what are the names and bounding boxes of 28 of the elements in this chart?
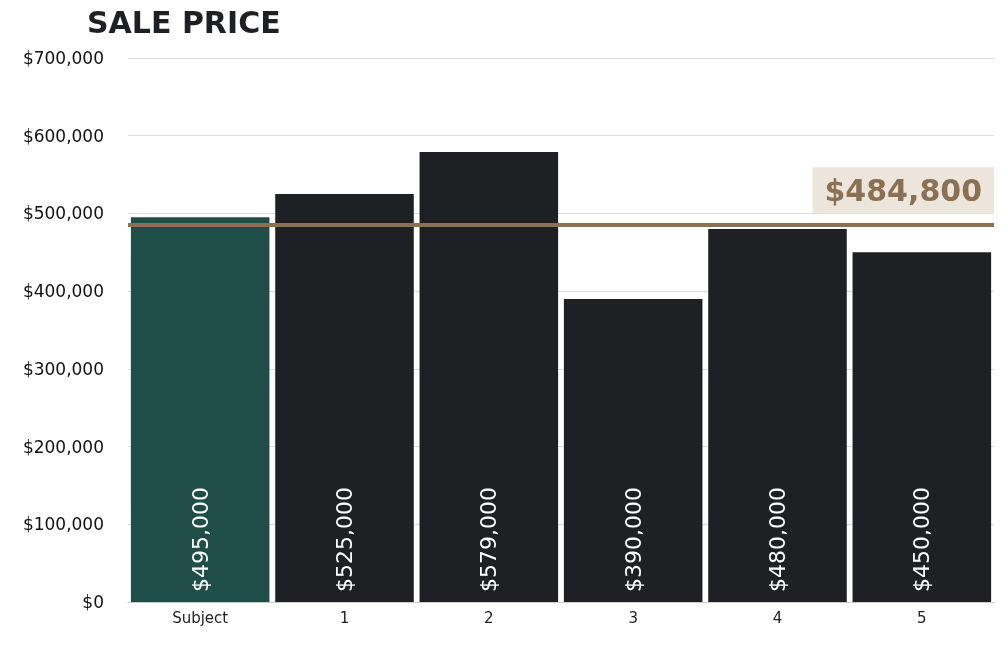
y-tick-label: $0 <box>82 592 104 612</box>
x-tick-label: 2 <box>484 608 494 627</box>
x-tick-label: 5 <box>917 608 927 627</box>
data-label: $495,000 <box>187 487 213 592</box>
chart-title: SALE PRICE <box>87 4 281 40</box>
bar <box>419 152 559 602</box>
bar <box>563 298 703 602</box>
x-tick-label: 3 <box>628 608 638 627</box>
x-tick-label: 1 <box>339 608 350 627</box>
bar <box>275 194 414 602</box>
y-tick-label: $400,000 <box>22 281 104 302</box>
y-tick-label: $300,000 <box>22 358 104 379</box>
y-tick-label: $600,000 <box>22 125 104 146</box>
bar <box>708 228 847 602</box>
x-tick-label: 4 <box>772 608 783 627</box>
ref-line-label: $484,800 <box>824 172 982 208</box>
y-tick-label: $500,000 <box>22 203 104 224</box>
bar <box>130 217 270 602</box>
data-label: $579,000 <box>476 487 502 592</box>
data-label: $390,000 <box>620 487 646 592</box>
data-label: $525,000 <box>332 487 357 592</box>
y-tick-label: $700,000 <box>22 48 104 68</box>
y-tick-label: $100,000 <box>22 514 104 535</box>
y-tick-label: $200,000 <box>22 436 104 457</box>
bar <box>852 252 992 602</box>
x-tick-label: Subject <box>172 608 229 627</box>
data-label: $480,000 <box>765 487 790 592</box>
data-label: $450,000 <box>909 487 935 592</box>
